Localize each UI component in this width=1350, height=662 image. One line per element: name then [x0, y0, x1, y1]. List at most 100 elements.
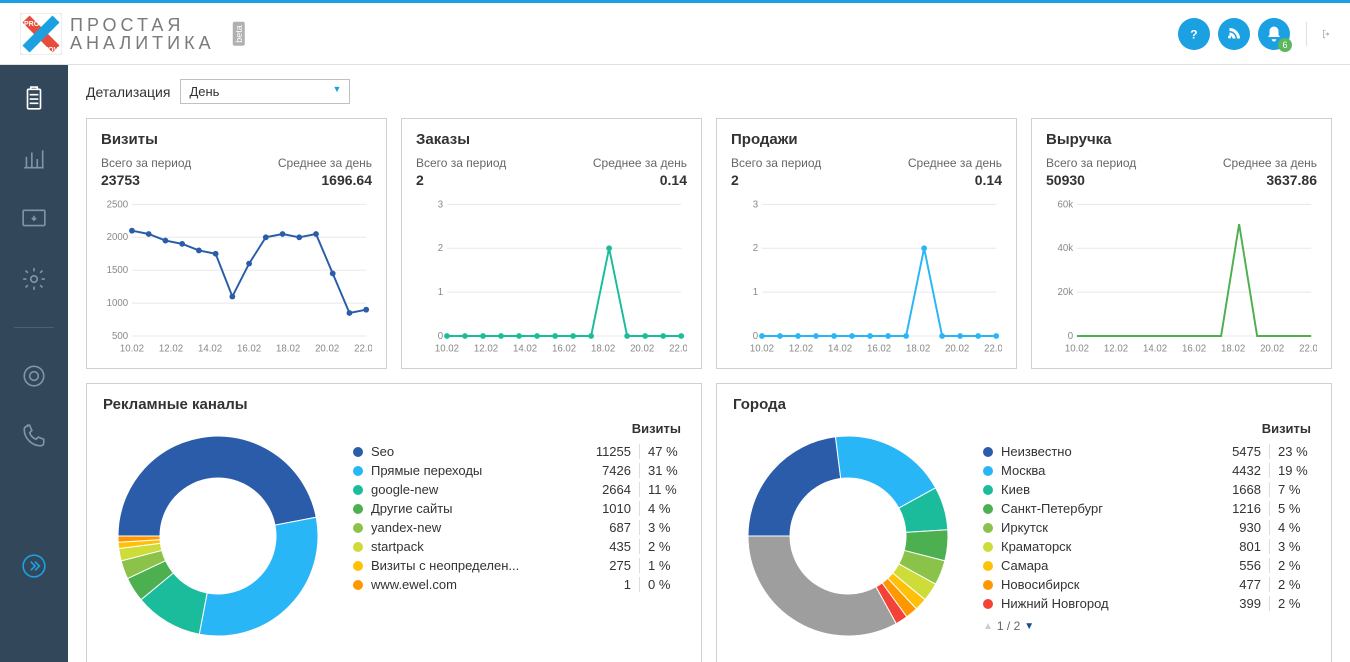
svg-text:16.02: 16.02: [237, 343, 261, 354]
svg-text:10.02: 10.02: [120, 343, 144, 354]
legend-value: 399: [1213, 596, 1261, 611]
legend-item[interactable]: www.ewel.com 1 0 %: [353, 575, 685, 594]
nav-settings-icon[interactable]: [18, 263, 50, 295]
nav-target-icon[interactable]: [18, 360, 50, 392]
legend-name: Самара: [1001, 558, 1213, 573]
svg-text:2: 2: [438, 243, 443, 254]
svg-text:12.02: 12.02: [789, 343, 813, 354]
notification-badge: 6: [1278, 38, 1292, 52]
legend-percent: 2 %: [639, 539, 685, 554]
legend-name: Москва: [1001, 463, 1213, 478]
svg-text:16.02: 16.02: [1182, 343, 1206, 354]
legend-name: Киев: [1001, 482, 1213, 497]
nav-calls-icon[interactable]: [18, 420, 50, 452]
line-chart: 012310.0212.0214.0216.0218.0220.0222.02: [416, 196, 687, 356]
legend-item[interactable]: Москва 4432 19 %: [983, 461, 1315, 480]
svg-text:10.02: 10.02: [1065, 343, 1089, 354]
legend-percent: 1 %: [639, 558, 685, 573]
legend-item[interactable]: Краматорск 801 3 %: [983, 537, 1315, 556]
legend-percent: 47 %: [639, 444, 685, 459]
svg-text:12.02: 12.02: [159, 343, 183, 354]
legend-color-icon: [353, 523, 363, 533]
legend-item[interactable]: Самара 556 2 %: [983, 556, 1315, 575]
legend-color-icon: [353, 466, 363, 476]
svg-text:1: 1: [438, 287, 443, 298]
chart-stat-values: 237531696.64: [101, 172, 372, 188]
pager-up-icon[interactable]: ▲: [983, 621, 993, 632]
chart-title: Продажи: [731, 131, 1002, 148]
nav-dashboard-icon[interactable]: [18, 83, 50, 115]
legend-value: 1: [583, 577, 631, 592]
legend-header: Визиты: [983, 421, 1315, 436]
rss-icon[interactable]: [1218, 18, 1250, 50]
summary-card: Продажи Всего за периодСреднее за день 2…: [716, 118, 1017, 369]
svg-text:12.02: 12.02: [474, 343, 498, 354]
legend-item[interactable]: Санкт-Петербург 1216 5 %: [983, 499, 1315, 518]
cities-title: Города: [733, 396, 1315, 413]
legend-color-icon: [983, 485, 993, 495]
content: Детализация День Визиты Всего за периодС…: [68, 65, 1350, 662]
legend-name: Неизвестно: [1001, 444, 1213, 459]
legend-item[interactable]: Другие сайты 1010 4 %: [353, 499, 685, 518]
legend-item[interactable]: Новосибирск 477 2 %: [983, 575, 1315, 594]
legend-percent: 2 %: [1269, 558, 1315, 573]
legend-value: 4432: [1213, 463, 1261, 478]
legend-percent: 3 %: [1269, 539, 1315, 554]
legend-value: 477: [1213, 577, 1261, 592]
cities-card: Города Визиты Неизвестно 5475 23 % Москв…: [716, 383, 1332, 662]
legend-pager[interactable]: ▲1 / 2▼: [983, 619, 1315, 633]
svg-text:3: 3: [753, 199, 758, 210]
legend-item[interactable]: Seo 11255 47 %: [353, 442, 685, 461]
line-chart: 012310.0212.0214.0216.0218.0220.0222.02: [731, 196, 1002, 356]
svg-text:18.02: 18.02: [591, 343, 615, 354]
legend-color-icon: [983, 542, 993, 552]
chart-stat-labels: Всего за периодСреднее за день: [731, 156, 1002, 170]
legend-item[interactable]: Киев 1668 7 %: [983, 480, 1315, 499]
legend-value: 556: [1213, 558, 1261, 573]
detail-select[interactable]: День: [180, 79, 350, 104]
line-chart: 020k40k60k10.0212.0214.0216.0218.0220.02…: [1046, 196, 1317, 356]
svg-text:14.02: 14.02: [828, 343, 852, 354]
svg-text:500: 500: [112, 331, 128, 342]
svg-text:2000: 2000: [107, 232, 128, 243]
legend-percent: 2 %: [1269, 596, 1315, 611]
svg-text:10.02: 10.02: [435, 343, 459, 354]
legend-item[interactable]: Неизвестно 5475 23 %: [983, 442, 1315, 461]
nav-monitor-icon[interactable]: [18, 203, 50, 235]
legend-item[interactable]: Нижний Новгород 399 2 %: [983, 594, 1315, 613]
svg-text:0: 0: [753, 331, 758, 342]
chart-title: Визиты: [101, 131, 372, 148]
legend-item[interactable]: google-new 2664 11 %: [353, 480, 685, 499]
legend-name: Нижний Новгород: [1001, 596, 1213, 611]
chart-stat-values: 20.14: [731, 172, 1002, 188]
legend-item[interactable]: Визиты с неопределен... 275 1 %: [353, 556, 685, 575]
legend-percent: 11 %: [639, 482, 685, 497]
header: PRO TOV ПРОСТАЯ АНАЛИТИКА beta ? 6: [0, 3, 1350, 65]
svg-text:2: 2: [753, 243, 758, 254]
legend-name: Seo: [371, 444, 583, 459]
legend-item[interactable]: Прямые переходы 7426 31 %: [353, 461, 685, 480]
svg-text:20k: 20k: [1058, 287, 1074, 298]
legend-item[interactable]: startpack 435 2 %: [353, 537, 685, 556]
legend-item[interactable]: yandex-new 687 3 %: [353, 518, 685, 537]
nav-expand-icon[interactable]: [18, 550, 50, 582]
logo[interactable]: PRO TOV ПРОСТАЯ АНАЛИТИКА beta: [20, 13, 250, 55]
chart-title: Заказы: [416, 131, 687, 148]
legend-name: Другие сайты: [371, 501, 583, 516]
help-icon[interactable]: ?: [1178, 18, 1210, 50]
legend-value: 930: [1213, 520, 1261, 535]
notifications-icon[interactable]: 6: [1258, 18, 1290, 50]
legend-color-icon: [983, 447, 993, 457]
legend-percent: 3 %: [639, 520, 685, 535]
line-chart: 500100015002000250010.0212.0214.0216.021…: [101, 196, 372, 356]
nav-analytics-icon[interactable]: [18, 143, 50, 175]
legend-percent: 0 %: [639, 577, 685, 592]
legend-name: startpack: [371, 539, 583, 554]
svg-text:10.02: 10.02: [750, 343, 774, 354]
legend-item[interactable]: Иркутск 930 4 %: [983, 518, 1315, 537]
pager-down-icon[interactable]: ▼: [1024, 621, 1034, 632]
logout-icon[interactable]: [1306, 22, 1330, 46]
legend-percent: 2 %: [1269, 577, 1315, 592]
header-actions: ? 6: [1178, 18, 1330, 50]
legend-header: Визиты: [353, 421, 685, 436]
